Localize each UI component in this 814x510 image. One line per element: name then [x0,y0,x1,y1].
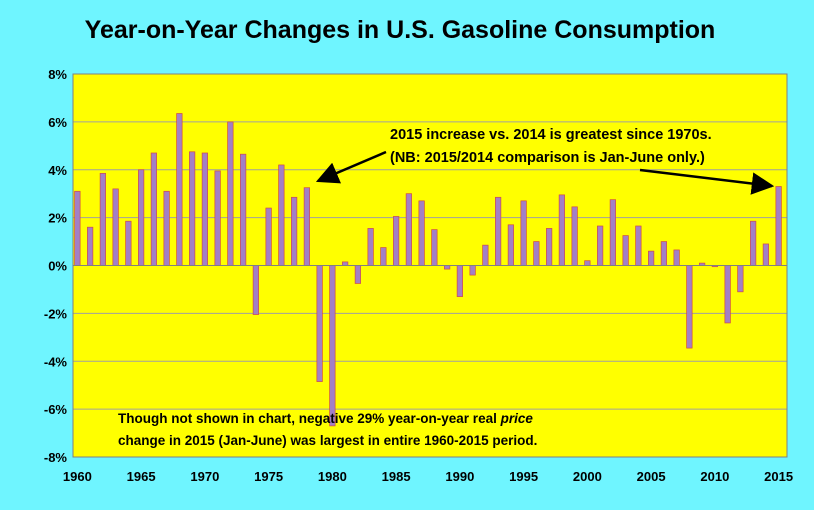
bar-1963 [112,188,119,266]
bar-1991 [469,265,476,276]
annotation-line: (NB: 2015/2014 comparison is Jan-June on… [390,150,705,166]
y-tick-label: 8% [48,67,67,82]
bar-1987 [418,200,425,266]
bar-1979 [316,265,323,382]
bar-1995 [520,200,527,266]
x-tick-label: 2015 [764,469,793,484]
bar-1996 [533,241,540,266]
bar-1978 [303,187,310,266]
bar-1986 [405,193,412,266]
x-tick-label: 2010 [700,469,729,484]
bar-1965 [138,169,145,266]
bar-2004 [635,225,642,266]
bar-1984 [380,247,387,266]
y-tick-label: -2% [44,306,68,321]
bar-1983 [367,228,374,266]
bar-2000 [584,260,591,266]
bar-1973 [240,153,247,266]
annotation-line: Though not shown in chart, negative 29% … [118,408,537,430]
bar-2014 [762,243,769,266]
bar-1960 [74,190,81,266]
y-tick-label: 2% [48,211,67,226]
y-tick-label: -6% [44,402,68,417]
bar-1976 [278,164,285,266]
bar-2007 [673,249,680,266]
bar-2013 [750,220,757,266]
x-tick-label: 2005 [637,469,666,484]
bar-2015 [775,186,782,266]
annotation-price-note: Though not shown in chart, negative 29% … [118,408,537,452]
annotation-2015-increase: 2015 increase vs. 2014 is greatest since… [390,124,712,170]
bar-1982 [354,265,361,284]
x-tick-label: 1960 [63,469,92,484]
bar-1985 [393,216,400,266]
bar-2002 [609,199,616,266]
x-tick-label: 1965 [127,469,156,484]
chart-title: Year-on-Year Changes in U.S. Gasoline Co… [84,16,716,44]
x-tick-label: 1970 [190,469,219,484]
bar-1966 [150,152,157,266]
bar-1981 [342,261,349,266]
bar-1970 [201,152,208,266]
annotation-emphasis: price [500,411,533,426]
y-tick-label: 4% [48,163,67,178]
y-tick-label: 0% [48,259,67,274]
bar-1994 [507,224,514,266]
x-tick-label: 1990 [445,469,474,484]
y-tick-label: -8% [44,450,68,465]
bar-1977 [291,196,298,266]
bar-2008 [686,265,693,349]
annotation-text: Though not shown in chart, negative 29% … [118,411,501,426]
bar-1972 [227,121,234,266]
bar-1989 [444,265,451,270]
axes [72,73,788,458]
arrow-to-1978 [315,150,387,184]
bar-2003 [622,235,629,266]
y-tick-label: -4% [44,354,68,369]
bar-2001 [597,225,604,266]
plot-border [72,73,788,458]
y-tick-label: 6% [48,115,67,130]
bar-1964 [125,220,132,266]
bar-1968 [176,113,183,266]
bar-1988 [431,229,438,266]
bar-1971 [214,170,221,266]
bar-2006 [660,241,667,266]
arrow-to-2015 [639,168,775,195]
bar-2012 [737,265,744,293]
x-tick-label: 2000 [573,469,602,484]
annotation-line: 2015 increase vs. 2014 is greatest since… [390,127,712,143]
bar-1992 [482,244,489,266]
x-tick-label: 1980 [318,469,347,484]
bars-group [74,113,782,427]
bar-1993 [495,196,502,266]
x-tick-label: 1975 [254,469,283,484]
bar-1969 [189,151,196,266]
bar-1974 [252,265,259,315]
bar-2011 [724,265,731,324]
bar-1961 [87,226,94,266]
bar-1975 [265,207,272,266]
annotation-line: change in 2015 (Jan-June) was largest in… [118,433,538,448]
x-tick-label: 1985 [382,469,411,484]
y-tick-labels: 8% 6% 4% 2% 0% -2% -4% -6% -8% [44,67,68,465]
bar-1967 [163,190,170,266]
bar-1990 [456,265,463,297]
bar-1962 [99,172,106,266]
bar-1980 [329,265,336,427]
bar-1999 [571,206,578,266]
bar-2005 [648,250,655,266]
x-tick-label: 1995 [509,469,538,484]
bar-1997 [546,228,553,266]
x-tick-labels: 1960 1965 1970 1975 1980 1985 1990 1995 2000 2005… [63,469,793,484]
bar-1998 [558,194,565,266]
